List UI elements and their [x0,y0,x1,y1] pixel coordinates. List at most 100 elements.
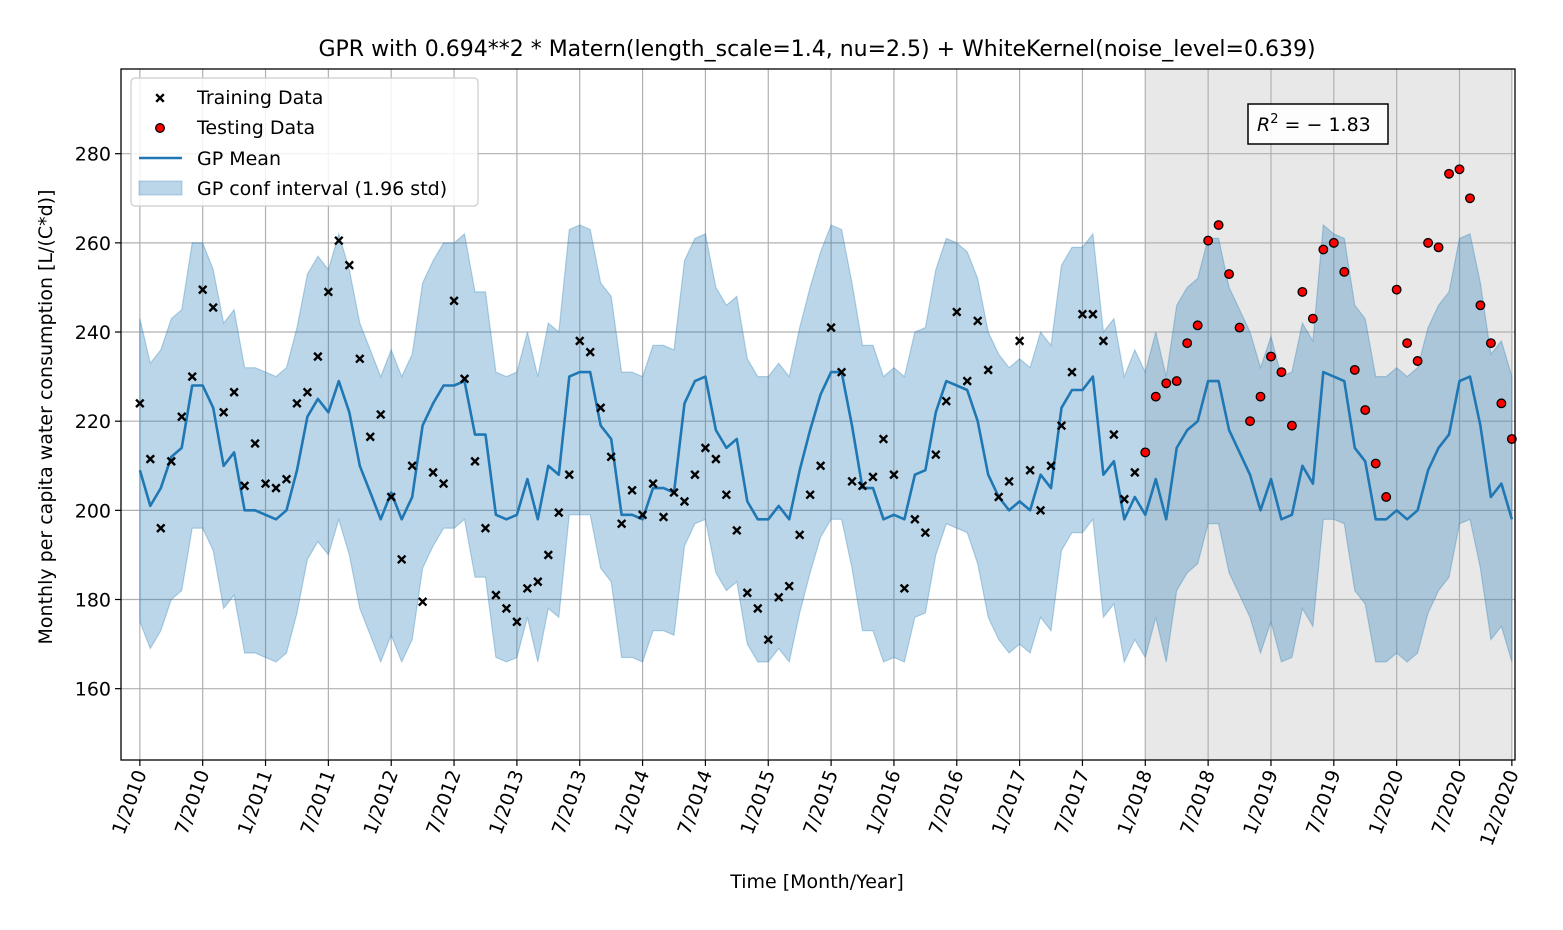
training-point [239,481,250,491]
legend-box [130,77,479,207]
training-point [135,398,145,409]
testing-point [1192,320,1203,331]
testing-point [1496,398,1507,409]
gp-mean-line [138,370,1514,521]
testing-point [1391,284,1402,295]
testing-point [1213,220,1224,230]
training-point [721,490,732,500]
training-point [1130,467,1140,478]
training-point [543,550,553,560]
training-point [512,617,522,627]
legend-label: GP Mean [197,148,281,170]
training-point [145,454,155,464]
training-point [847,476,857,487]
training-point [658,512,669,522]
testing-point [1370,458,1381,469]
testing-point [1454,164,1465,175]
testing-point [1465,193,1475,204]
training-point [826,322,836,333]
training-point [690,470,700,480]
training-point [941,396,951,406]
testing-point [1485,338,1496,349]
training-point [522,583,533,594]
training-point [1109,429,1119,440]
training-point [931,449,941,460]
training-point [428,467,438,478]
x-tick-label: 1/2010 [108,767,152,837]
training-point [292,398,302,409]
training-point [899,583,910,594]
testing-point [1234,322,1245,333]
training-point [920,527,931,538]
training-point [470,456,480,466]
x-tick-label: 7/2011 [297,767,341,837]
training-point [637,510,648,520]
training-point [753,603,763,614]
y-tick-label: 280 [75,144,111,166]
training-point [260,478,271,489]
y-tick-label: 200 [75,500,111,522]
testing-point [1150,391,1161,402]
y-tick-label: 160 [75,679,111,701]
x-axis-label: Time [Month/Year] [729,871,904,893]
training-point [700,443,711,453]
training-point [250,438,260,449]
testing-point [1433,242,1444,253]
testing-point [1297,286,1308,297]
training-point [994,492,1004,502]
testing-point [1444,168,1454,179]
training-point [648,478,658,489]
training-point [1119,494,1129,504]
training-point [711,454,721,464]
testing-point [1328,237,1339,248]
x-tick-label: 1/2014 [611,767,655,837]
testing-point [1318,244,1329,255]
training-point [501,603,512,614]
r2-box [1247,103,1389,145]
training-point [1077,309,1088,319]
legend-testing-marker [155,123,165,133]
training-point [229,387,239,397]
x-tick-label: 12/2020 [1476,767,1524,849]
testing-point [1307,313,1318,324]
x-tick-label: 1/2018 [1113,767,1157,837]
gp-confidence-band [139,223,1513,664]
training-point [554,507,564,518]
y-axis-label: Monthly per capita water consumption [L/… [35,190,57,645]
testing-point [1203,235,1214,246]
x-tick-label: 1/2012 [359,767,403,837]
training-point [878,434,889,444]
testing-point [1171,376,1182,387]
training-point [177,412,187,422]
training-point [774,592,784,602]
training-point [323,287,334,297]
x-tick-label: 7/2019 [1302,767,1346,837]
x-tick-label: 7/2017 [1051,767,1095,837]
training-point [1004,476,1014,487]
training-point [491,590,501,600]
testing-point [1161,378,1172,389]
testing-point [1140,447,1151,458]
x-tick-label: 1/2017 [988,767,1032,837]
testing-point [1360,405,1371,415]
testing-point [1276,367,1287,378]
training-point [208,302,218,313]
training-point [417,597,428,607]
training-point [1067,367,1077,377]
training-point [344,260,354,270]
legend-label: GP conf interval (1.96 std) [197,178,447,200]
x-tick-label: 7/2018 [1176,767,1220,837]
r2-annotation: R2 = − 1.83 [1247,103,1389,145]
training-point [386,492,396,502]
training-point [795,530,805,540]
training-point [166,456,176,466]
testing-point [1349,364,1360,375]
training-point [355,354,365,364]
training-point [1056,420,1067,431]
training-point [669,487,679,498]
testing-point [1266,351,1276,362]
training-point [596,403,606,413]
training-point [313,351,323,362]
x-tick-label: 1/2016 [862,767,906,837]
